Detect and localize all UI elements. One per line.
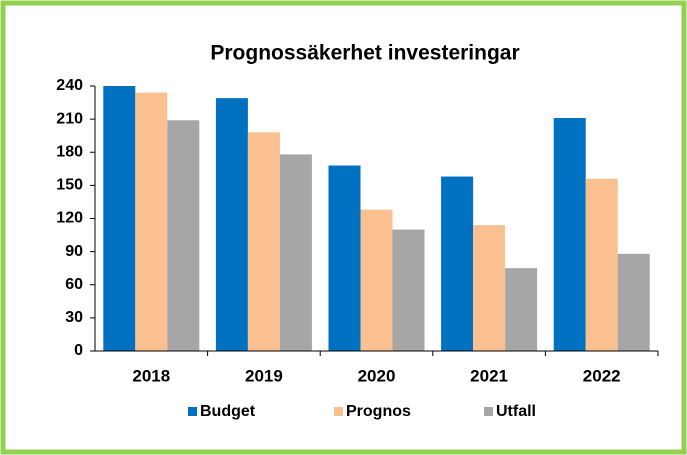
y-tick-label: 120 xyxy=(56,210,83,227)
x-tick-label: 2019 xyxy=(245,366,283,385)
legend-swatch xyxy=(334,407,343,416)
legend-swatch xyxy=(484,407,493,416)
y-tick-label: 210 xyxy=(56,110,83,127)
bar xyxy=(360,209,393,351)
bar xyxy=(617,253,650,351)
x-tick-label: 2021 xyxy=(470,366,508,385)
bar xyxy=(167,120,200,352)
bar xyxy=(441,176,474,351)
x-tick-label: 2018 xyxy=(132,366,170,385)
bar xyxy=(103,86,136,351)
legend-label: Utfall xyxy=(496,403,536,420)
legend-swatch xyxy=(188,407,197,416)
legend-label: Prognos xyxy=(346,403,411,420)
bar xyxy=(215,98,248,351)
y-tick-label: 90 xyxy=(65,243,83,260)
bar xyxy=(392,229,425,351)
y-tick-label: 30 xyxy=(65,309,83,326)
bar xyxy=(585,178,618,351)
x-tick-label: 2022 xyxy=(583,366,621,385)
y-tick-label: 60 xyxy=(65,276,83,293)
y-tick-label: 0 xyxy=(74,342,83,359)
x-tick-label: 2020 xyxy=(358,366,396,385)
y-tick-label: 150 xyxy=(56,177,83,194)
y-tick-label: 240 xyxy=(56,77,83,94)
bar xyxy=(279,154,312,351)
bar xyxy=(247,132,280,351)
y-tick-label: 180 xyxy=(56,143,83,160)
bar xyxy=(135,92,168,351)
bar xyxy=(473,225,506,351)
chart-title: Prognossäkerhet investeringar xyxy=(210,42,519,65)
bar xyxy=(553,118,586,351)
bar xyxy=(328,165,361,351)
legend-label: Budget xyxy=(200,403,256,420)
bar xyxy=(505,268,538,351)
